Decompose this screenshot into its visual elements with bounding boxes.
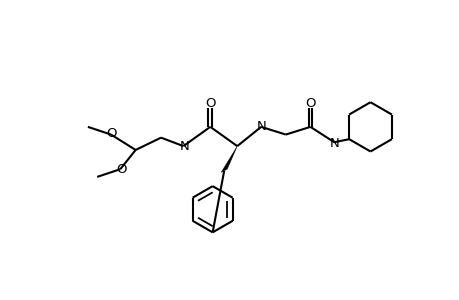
- Polygon shape: [221, 146, 237, 172]
- Text: O: O: [304, 97, 315, 110]
- Text: O: O: [106, 127, 117, 140]
- Text: N: N: [330, 136, 339, 149]
- Text: N: N: [257, 120, 266, 133]
- Text: O: O: [116, 164, 127, 176]
- Text: O: O: [205, 97, 215, 110]
- Text: N: N: [179, 140, 189, 153]
